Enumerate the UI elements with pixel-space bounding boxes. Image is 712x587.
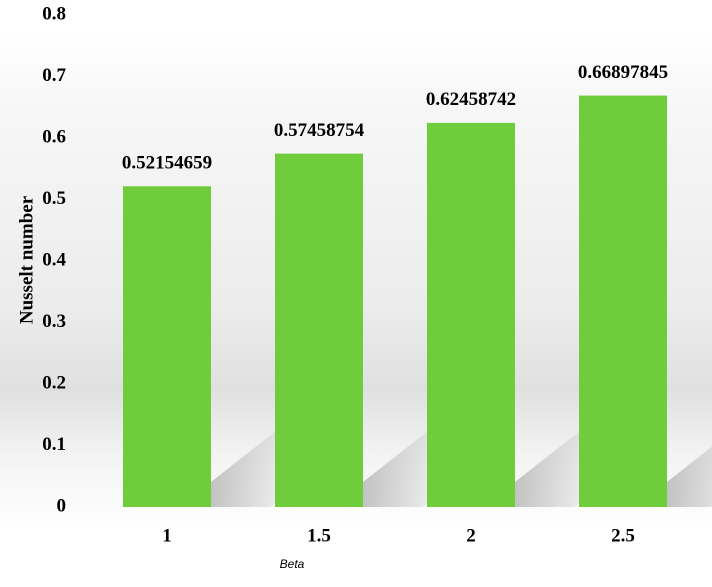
data-label: 0.62458742 [426,89,516,110]
x-tick-label: 2 [466,525,476,546]
bar-shadow [667,446,712,507]
y-tick-label: 0.7 [42,65,66,86]
y-tick-label: 0.6 [42,126,66,147]
x-tick-label: 1 [162,525,172,546]
x-axis-label: Beta [280,557,305,571]
bar [123,186,211,507]
y-axis-label: Nusselt number [16,195,37,324]
data-label: 0.52154659 [122,153,212,174]
y-tick-label: 0.4 [42,249,66,270]
x-tick-label: 2.5 [611,525,635,546]
bar [427,122,515,508]
y-tick-label: 0.3 [42,311,66,332]
y-tick-label: 0.8 [42,3,66,24]
y-tick-label: 0.1 [42,434,66,455]
x-tick-label: 1.5 [307,525,331,546]
bar [275,153,363,507]
y-tick-label: 0.5 [42,188,66,209]
y-tick-label: 0 [57,495,67,516]
y-tick-label: 0.2 [42,372,66,393]
data-label: 0.66897845 [578,62,668,83]
bar [579,95,667,508]
data-label: 0.57458754 [274,120,365,141]
